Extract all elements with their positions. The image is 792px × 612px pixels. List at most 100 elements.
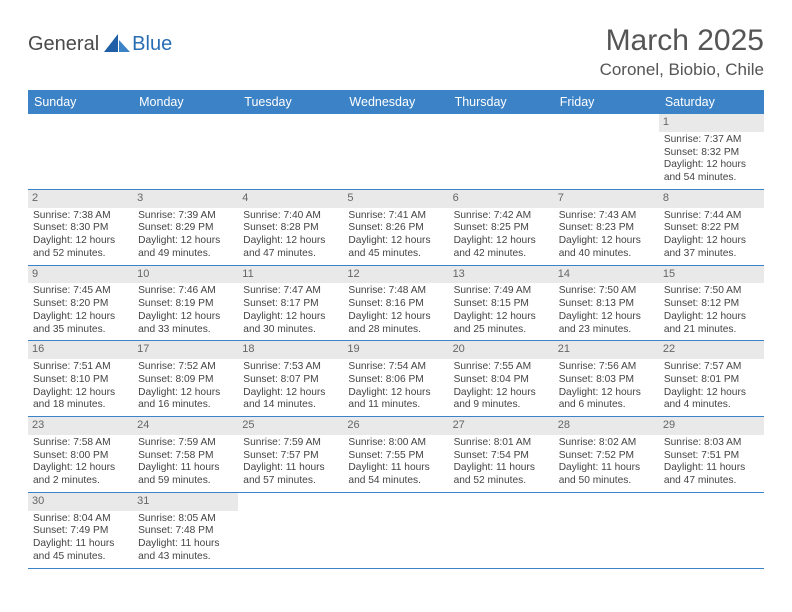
day-number: 19 <box>343 341 448 359</box>
sunset-text: Sunset: 8:06 PM <box>348 374 443 387</box>
weekday-header: Sunday <box>28 90 133 114</box>
logo-text-blue: Blue <box>132 33 172 56</box>
daylight-text: Daylight: 12 hours <box>33 311 128 324</box>
calendar-day-cell: 7Sunrise: 7:43 AMSunset: 8:23 PMDaylight… <box>554 189 659 265</box>
sunset-text: Sunset: 8:32 PM <box>664 147 759 160</box>
sunset-text: Sunset: 8:03 PM <box>559 374 654 387</box>
calendar-day-cell: 16Sunrise: 7:51 AMSunset: 8:10 PMDayligh… <box>28 341 133 417</box>
daylight-text: and 21 minutes. <box>664 324 759 337</box>
sunrise-text: Sunrise: 7:49 AM <box>454 285 549 298</box>
day-number: 20 <box>449 341 554 359</box>
sunset-text: Sunset: 8:10 PM <box>33 374 128 387</box>
weekday-header: Thursday <box>449 90 554 114</box>
daylight-text: and 47 minutes. <box>664 475 759 488</box>
sunrise-text: Sunrise: 7:57 AM <box>664 361 759 374</box>
weekday-header: Tuesday <box>238 90 343 114</box>
weekday-header-row: Sunday Monday Tuesday Wednesday Thursday… <box>28 90 764 114</box>
day-number: 2 <box>28 190 133 208</box>
daylight-text: and 54 minutes. <box>664 172 759 185</box>
sunrise-text: Sunrise: 7:48 AM <box>348 285 443 298</box>
calendar-day-cell: 15Sunrise: 7:50 AMSunset: 8:12 PMDayligh… <box>659 265 764 341</box>
day-number: 22 <box>659 341 764 359</box>
daylight-text: and 54 minutes. <box>348 475 443 488</box>
daylight-text: Daylight: 12 hours <box>138 311 233 324</box>
daylight-text: and 2 minutes. <box>33 475 128 488</box>
daylight-text: Daylight: 12 hours <box>33 235 128 248</box>
day-number: 25 <box>238 417 343 435</box>
sunset-text: Sunset: 8:01 PM <box>664 374 759 387</box>
daylight-text: Daylight: 12 hours <box>33 462 128 475</box>
weekday-header: Friday <box>554 90 659 114</box>
daylight-text: and 14 minutes. <box>243 399 338 412</box>
sunset-text: Sunset: 8:00 PM <box>33 450 128 463</box>
sunrise-text: Sunrise: 7:59 AM <box>243 437 338 450</box>
calendar-day-cell: 26Sunrise: 8:00 AMSunset: 7:55 PMDayligh… <box>343 417 448 493</box>
calendar-day-cell: 8Sunrise: 7:44 AMSunset: 8:22 PMDaylight… <box>659 189 764 265</box>
day-number: 6 <box>449 190 554 208</box>
sunset-text: Sunset: 8:28 PM <box>243 222 338 235</box>
sunrise-text: Sunrise: 7:50 AM <box>559 285 654 298</box>
daylight-text: and 42 minutes. <box>454 248 549 261</box>
calendar-day-cell: 23Sunrise: 7:58 AMSunset: 8:00 PMDayligh… <box>28 417 133 493</box>
daylight-text: and 9 minutes. <box>454 399 549 412</box>
sunrise-text: Sunrise: 7:42 AM <box>454 210 549 223</box>
sunrise-text: Sunrise: 7:44 AM <box>664 210 759 223</box>
calendar-day-cell <box>238 492 343 568</box>
sunrise-text: Sunrise: 7:38 AM <box>33 210 128 223</box>
sunset-text: Sunset: 7:54 PM <box>454 450 549 463</box>
calendar-day-cell: 6Sunrise: 7:42 AMSunset: 8:25 PMDaylight… <box>449 189 554 265</box>
daylight-text: and 28 minutes. <box>348 324 443 337</box>
day-number: 4 <box>238 190 343 208</box>
daylight-text: Daylight: 12 hours <box>243 311 338 324</box>
sunrise-text: Sunrise: 7:55 AM <box>454 361 549 374</box>
calendar-day-cell <box>238 114 343 189</box>
weekday-header: Wednesday <box>343 90 448 114</box>
daylight-text: and 35 minutes. <box>33 324 128 337</box>
logo-sail-icon <box>104 32 130 57</box>
day-number: 8 <box>659 190 764 208</box>
sunrise-text: Sunrise: 7:39 AM <box>138 210 233 223</box>
day-number: 14 <box>554 266 659 284</box>
calendar-day-cell <box>554 114 659 189</box>
sunset-text: Sunset: 8:19 PM <box>138 298 233 311</box>
calendar-day-cell <box>449 114 554 189</box>
daylight-text: Daylight: 12 hours <box>664 235 759 248</box>
daylight-text: Daylight: 12 hours <box>138 387 233 400</box>
daylight-text: Daylight: 12 hours <box>454 235 549 248</box>
sunrise-text: Sunrise: 7:47 AM <box>243 285 338 298</box>
day-number: 23 <box>28 417 133 435</box>
calendar-day-cell <box>659 492 764 568</box>
calendar-day-cell: 4Sunrise: 7:40 AMSunset: 8:28 PMDaylight… <box>238 189 343 265</box>
sunset-text: Sunset: 8:15 PM <box>454 298 549 311</box>
day-number: 5 <box>343 190 448 208</box>
calendar-week-row: 16Sunrise: 7:51 AMSunset: 8:10 PMDayligh… <box>28 341 764 417</box>
calendar-week-row: 1Sunrise: 7:37 AMSunset: 8:32 PMDaylight… <box>28 114 764 189</box>
daylight-text: Daylight: 12 hours <box>348 387 443 400</box>
sunrise-text: Sunrise: 7:37 AM <box>664 134 759 147</box>
daylight-text: and 25 minutes. <box>454 324 549 337</box>
header: General Blue March 2025 Coronel, Biobio,… <box>28 24 764 80</box>
daylight-text: Daylight: 12 hours <box>243 235 338 248</box>
day-number: 26 <box>343 417 448 435</box>
header-right: March 2025 Coronel, Biobio, Chile <box>600 24 764 80</box>
daylight-text: Daylight: 12 hours <box>454 311 549 324</box>
day-number: 17 <box>133 341 238 359</box>
weekday-header: Saturday <box>659 90 764 114</box>
day-number: 24 <box>133 417 238 435</box>
sunset-text: Sunset: 8:30 PM <box>33 222 128 235</box>
sunset-text: Sunset: 8:09 PM <box>138 374 233 387</box>
calendar-table: Sunday Monday Tuesday Wednesday Thursday… <box>28 90 764 569</box>
sunset-text: Sunset: 8:07 PM <box>243 374 338 387</box>
day-number: 28 <box>554 417 659 435</box>
sunset-text: Sunset: 7:58 PM <box>138 450 233 463</box>
sunrise-text: Sunrise: 8:05 AM <box>138 513 233 526</box>
day-number: 9 <box>28 266 133 284</box>
calendar-week-row: 9Sunrise: 7:45 AMSunset: 8:20 PMDaylight… <box>28 265 764 341</box>
calendar-day-cell: 17Sunrise: 7:52 AMSunset: 8:09 PMDayligh… <box>133 341 238 417</box>
daylight-text: Daylight: 12 hours <box>348 235 443 248</box>
calendar-day-cell: 30Sunrise: 8:04 AMSunset: 7:49 PMDayligh… <box>28 492 133 568</box>
calendar-day-cell: 11Sunrise: 7:47 AMSunset: 8:17 PMDayligh… <box>238 265 343 341</box>
daylight-text: and 18 minutes. <box>33 399 128 412</box>
calendar-day-cell: 21Sunrise: 7:56 AMSunset: 8:03 PMDayligh… <box>554 341 659 417</box>
sunset-text: Sunset: 7:51 PM <box>664 450 759 463</box>
